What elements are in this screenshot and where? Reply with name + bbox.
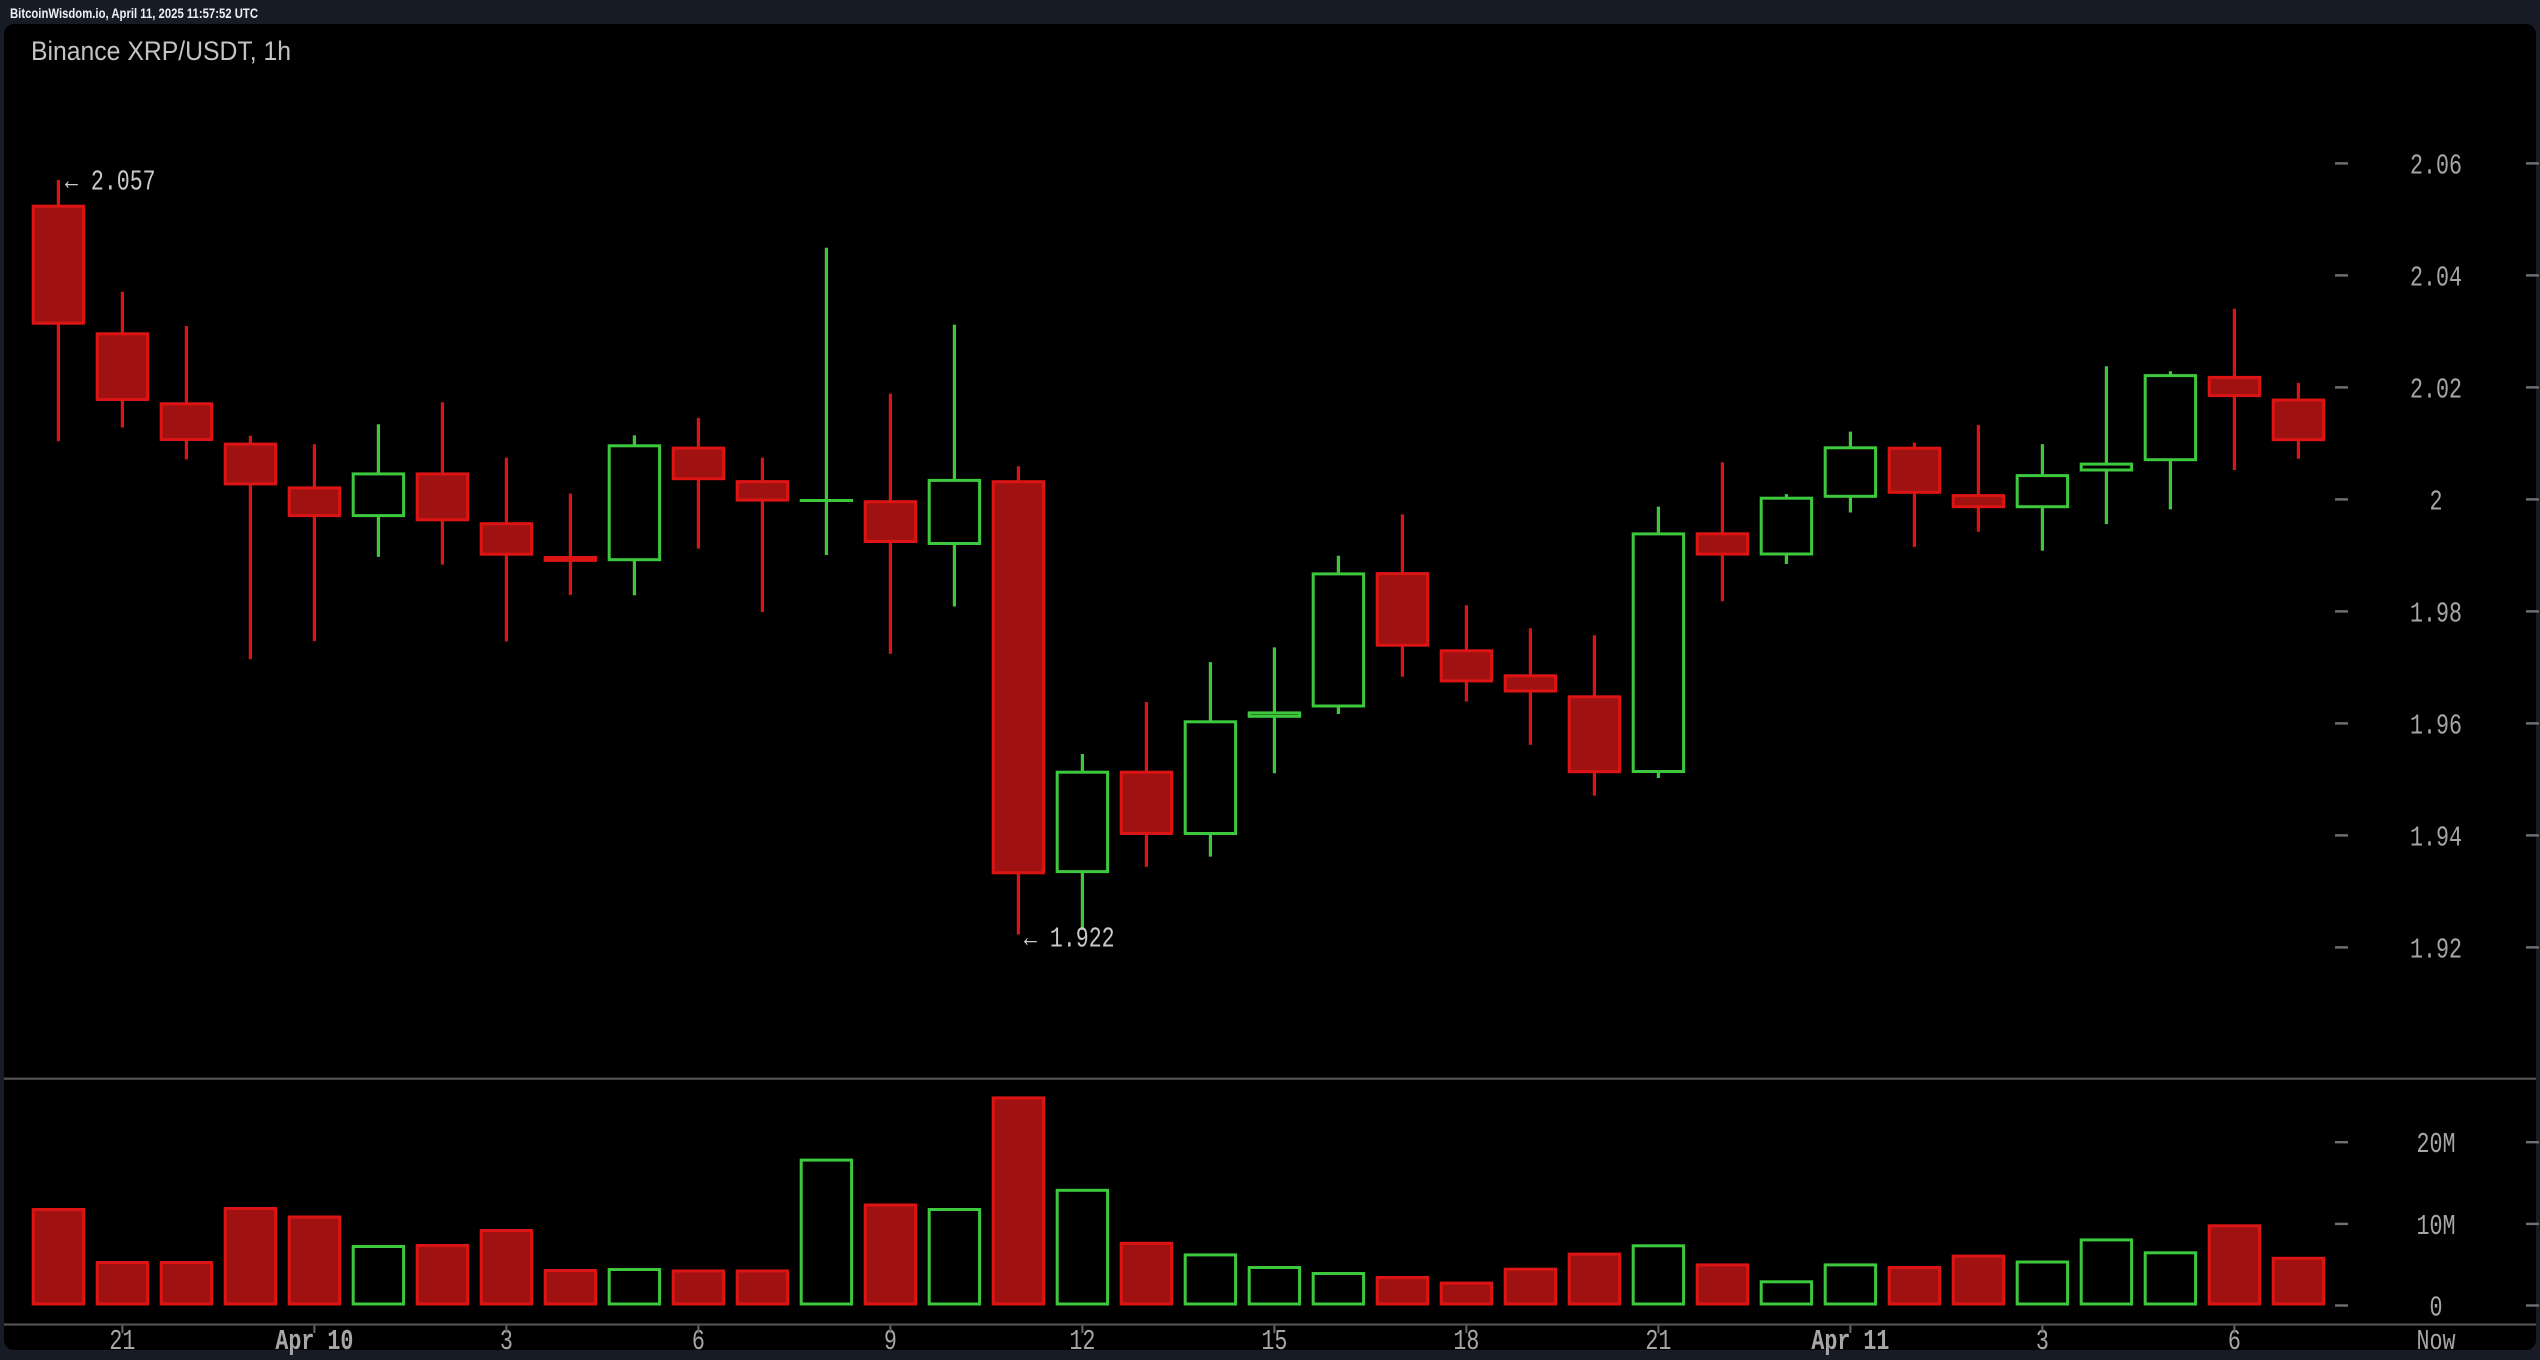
svg-text:Binance XRP/USDT, 1h: Binance XRP/USDT, 1h xyxy=(31,36,291,66)
svg-text:3: 3 xyxy=(500,1325,513,1358)
svg-text:6: 6 xyxy=(2228,1325,2241,1358)
svg-text:2.04: 2.04 xyxy=(2410,261,2462,294)
svg-text:← 1.922: ← 1.922 xyxy=(1024,923,1115,956)
svg-text:1.94: 1.94 xyxy=(2410,821,2462,854)
svg-text:1.96: 1.96 xyxy=(2410,709,2462,742)
svg-text:9: 9 xyxy=(884,1325,897,1358)
svg-text:1.98: 1.98 xyxy=(2410,597,2462,630)
svg-text:20M: 20M xyxy=(2417,1128,2456,1161)
svg-text:6: 6 xyxy=(692,1325,705,1358)
svg-text:← 2.057: ← 2.057 xyxy=(65,166,156,199)
svg-text:0: 0 xyxy=(2430,1292,2443,1325)
svg-text:2: 2 xyxy=(2430,485,2443,518)
svg-text:2.06: 2.06 xyxy=(2410,149,2462,182)
svg-text:1.92: 1.92 xyxy=(2410,933,2462,966)
svg-text:Now: Now xyxy=(2417,1325,2456,1358)
svg-text:BitcoinWisdom.io, April 11, 20: BitcoinWisdom.io, April 11, 2025 11:57:5… xyxy=(10,6,258,21)
svg-text:3: 3 xyxy=(2036,1325,2049,1358)
svg-text:2.02: 2.02 xyxy=(2410,373,2462,406)
svg-text:10M: 10M xyxy=(2417,1210,2456,1243)
